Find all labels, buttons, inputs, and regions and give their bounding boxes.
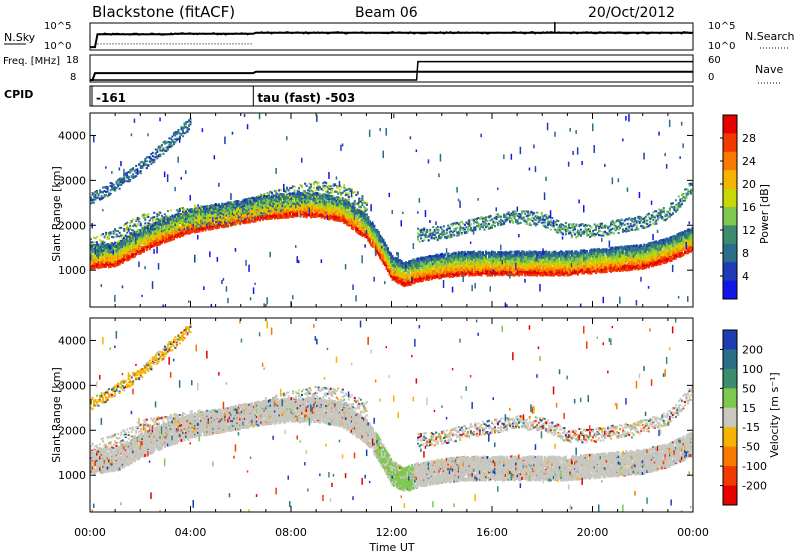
colorbar-swatch [723,388,737,409]
velocity-colorbar-label: Velocity [m s⁻¹] [768,372,781,457]
nave-tick-bottom: 0 [708,72,714,83]
time-tick-label: 00:00 [677,526,709,539]
colorbar-swatch [723,427,737,448]
colorbar-swatch [723,243,737,263]
power-panel: 1000 2000 3000 4000 Slant Range [km] 28 24 20… [50,112,771,308]
colorbar-swatch [723,207,737,226]
freq-tick-top: 18 [66,55,79,66]
time-tick-label: 00:00 [74,526,106,539]
freq-tick-bottom: 8 [70,72,76,83]
colorbar-swatch [723,280,737,300]
velocity-ylabel: Slant Range [km] [50,367,63,463]
power-ylabel: Slant Range [km] [50,166,63,262]
colorbar-tick-label: -200 [742,480,767,493]
time-tick-label: 16:00 [476,526,508,539]
colorbar-tick-label: 28 [742,132,756,145]
colorbar-tick-label: -100 [742,460,767,473]
noise-left-tick-top: 10^5 [44,21,71,32]
time-tick-label: 20:00 [577,526,609,539]
velocity-panel: 1000 2000 3000 4000 Slant Range [km] 200 100… [50,317,781,513]
noise-left-tick-bottom: 10^0 [44,41,71,52]
cpid-label: CPID [4,88,33,101]
colorbar-tick-label: 50 [742,382,756,395]
time-axis-label: Time UT [368,541,414,554]
colorbar-tick-label: 200 [742,343,763,356]
noise-right-tick-bottom: 10^0 [708,41,735,52]
y-tick-label: 3000 [58,379,86,392]
colorbar-tick-label: -15 [742,421,760,434]
colorbar-tick-label: 4 [742,270,749,283]
colorbar-tick-label: 20 [742,178,756,191]
time-tick-label: 12:00 [376,526,408,539]
colorbar-swatch [723,115,737,134]
colorbar-tick-label: 12 [742,224,756,237]
colorbar-tick-label: 24 [742,155,756,168]
y-tick-label: 3000 [58,174,86,187]
time-axis: 00:00 04:00 08:00 12:00 16:00 20:00 00:00 [74,526,709,539]
colorbar-swatch [723,407,737,428]
colorbar-tick-label: 8 [742,247,749,260]
time-tick-label: 04:00 [175,526,207,539]
y-tick-label: 1000 [58,264,86,277]
beam-title: Beam 06 [355,5,418,21]
colorbar-swatch [723,188,737,208]
time-tick-label: 08:00 [275,526,307,539]
cpid-entry: tau (fast) -503 [257,91,355,105]
colorbar-swatch [723,262,737,282]
velocity-scatter [90,318,693,512]
nsky-noise-trace [98,30,692,36]
cpid-entry: -161 [96,91,126,105]
noise-right-label: N.Search [745,30,795,43]
noise-right-tick-top: 10^5 [708,21,735,32]
colorbar-swatch [723,368,737,389]
cpid-panel: CPID -161 tau (fast) -503 [4,85,694,107]
colorbar-swatch [723,133,737,153]
power-scatter [90,113,693,307]
nsky-line [90,31,693,49]
colorbar-swatch [723,485,737,506]
colorbar-swatch [723,330,737,350]
y-tick-label: 1000 [58,469,86,482]
freq-line [90,70,693,81]
station-title: Blackstone (fitACF) [92,3,235,21]
colorbar-tick-label: 16 [742,201,756,214]
nave-line [90,60,693,81]
power-colorbar-label: Power [dB] [758,184,771,244]
date-title: 20/Oct/2012 [588,5,675,21]
colorbar-frame [722,329,738,506]
freq-label: Freq. [MHz] [3,56,60,67]
y-tick-label: 2000 [58,219,86,232]
colorbar-swatch [723,349,737,370]
y-tick-label: 4000 [58,334,86,347]
colorbar-swatch [723,170,737,190]
colorbar-tick-label: 15 [742,402,756,415]
nave-tick-top: 60 [708,55,721,66]
y-tick-label: 4000 [58,129,86,142]
nave-label: Nave [755,63,783,76]
noise-panel: N.Sky 10^5 10^0 10^5 10^0 N.Search [4,21,795,52]
colorbar-swatch [723,225,737,245]
colorbar-swatch [723,466,737,487]
freq-nave-panel: Freq. [MHz] 18 8 60 0 Nave [3,54,783,84]
colorbar-swatch [723,446,737,467]
colorbar-tick-label: -50 [742,441,760,454]
y-tick-label: 2000 [58,424,86,437]
colorbar-swatch [723,151,737,171]
colorbar-tick-label: 100 [742,363,763,376]
noise-left-label: N.Sky [4,31,36,44]
